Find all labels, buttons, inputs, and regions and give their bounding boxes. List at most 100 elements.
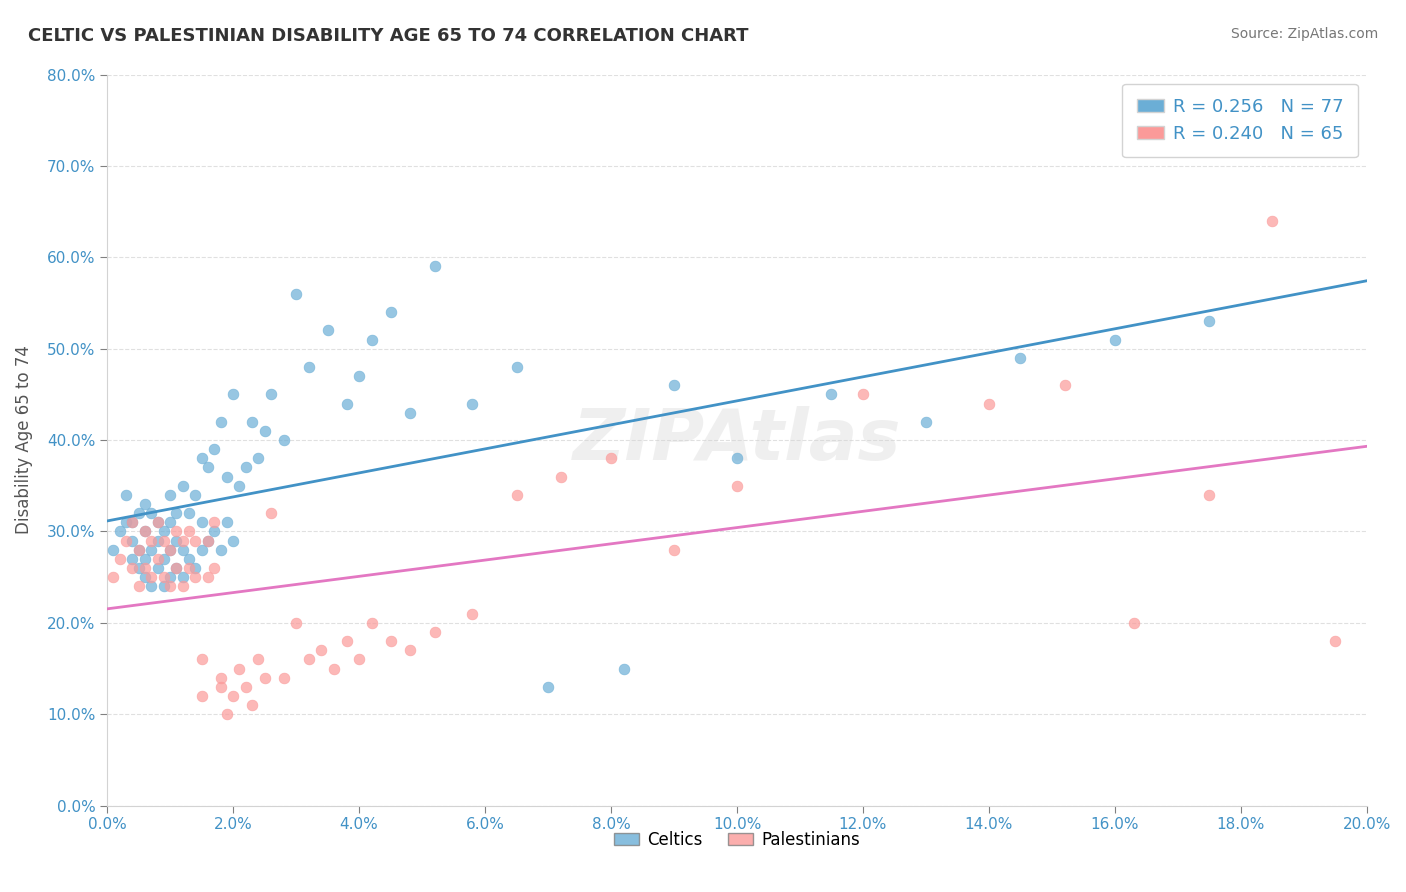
Point — [209, 671, 232, 685]
Point — [190, 689, 212, 703]
Point — [285, 615, 308, 630]
Point — [613, 661, 636, 675]
Point — [146, 561, 169, 575]
Point — [184, 488, 207, 502]
Point — [461, 607, 484, 621]
Point — [184, 561, 207, 575]
Point — [311, 643, 333, 657]
Point — [121, 552, 143, 566]
Point — [153, 552, 176, 566]
Point — [537, 680, 560, 694]
Point — [166, 524, 188, 539]
Point — [505, 488, 527, 502]
Point — [1010, 351, 1032, 365]
Point — [380, 634, 402, 648]
Point — [190, 451, 212, 466]
Point — [146, 516, 169, 530]
Text: ZIPAtlas: ZIPAtlas — [572, 406, 901, 475]
Point — [285, 286, 308, 301]
Point — [103, 542, 125, 557]
Point — [159, 488, 181, 502]
Point — [380, 305, 402, 319]
Point — [247, 451, 270, 466]
Point — [134, 524, 156, 539]
Point — [209, 415, 232, 429]
Point — [172, 542, 194, 557]
Point — [273, 671, 295, 685]
Point — [166, 533, 188, 548]
Point — [153, 524, 176, 539]
Point — [141, 506, 163, 520]
Point — [1104, 333, 1126, 347]
Point — [725, 479, 748, 493]
Point — [915, 415, 938, 429]
Point — [146, 516, 169, 530]
Point — [298, 652, 321, 666]
Point — [360, 333, 382, 347]
Point — [423, 624, 446, 639]
Point — [209, 680, 232, 694]
Point — [197, 460, 219, 475]
Point — [240, 415, 263, 429]
Y-axis label: Disability Age 65 to 74: Disability Age 65 to 74 — [15, 345, 32, 534]
Text: Source: ZipAtlas.com: Source: ZipAtlas.com — [1230, 27, 1378, 41]
Point — [197, 533, 219, 548]
Point — [121, 516, 143, 530]
Point — [159, 570, 181, 584]
Point — [108, 524, 131, 539]
Point — [461, 396, 484, 410]
Point — [184, 533, 207, 548]
Point — [662, 378, 685, 392]
Point — [134, 570, 156, 584]
Point — [335, 396, 357, 410]
Point — [222, 387, 245, 401]
Point — [121, 533, 143, 548]
Point — [977, 396, 1000, 410]
Point — [128, 561, 150, 575]
Point — [398, 643, 420, 657]
Point — [273, 433, 295, 447]
Point — [103, 570, 125, 584]
Point — [298, 359, 321, 374]
Point — [159, 579, 181, 593]
Point — [172, 570, 194, 584]
Point — [141, 542, 163, 557]
Point — [159, 516, 181, 530]
Point — [316, 323, 339, 337]
Point — [128, 542, 150, 557]
Point — [184, 570, 207, 584]
Point — [197, 533, 219, 548]
Point — [190, 652, 212, 666]
Point — [190, 542, 212, 557]
Point — [235, 460, 257, 475]
Point — [190, 516, 212, 530]
Point — [115, 516, 138, 530]
Point — [235, 680, 257, 694]
Point — [852, 387, 875, 401]
Legend: R = 0.256   N = 77, R = 0.240   N = 65: R = 0.256 N = 77, R = 0.240 N = 65 — [1122, 84, 1358, 158]
Point — [177, 506, 200, 520]
Point — [215, 707, 238, 722]
Point — [202, 516, 225, 530]
Point — [600, 451, 623, 466]
Point — [153, 579, 176, 593]
Point — [240, 698, 263, 712]
Point — [247, 652, 270, 666]
Point — [146, 533, 169, 548]
Point — [347, 652, 370, 666]
Point — [153, 570, 176, 584]
Point — [128, 506, 150, 520]
Point — [153, 533, 176, 548]
Point — [172, 579, 194, 593]
Point — [134, 524, 156, 539]
Point — [1053, 378, 1076, 392]
Point — [228, 479, 250, 493]
Point — [141, 533, 163, 548]
Point — [177, 561, 200, 575]
Point — [172, 479, 194, 493]
Point — [202, 442, 225, 457]
Point — [121, 561, 143, 575]
Point — [134, 552, 156, 566]
Point — [1261, 213, 1284, 227]
Point — [108, 552, 131, 566]
